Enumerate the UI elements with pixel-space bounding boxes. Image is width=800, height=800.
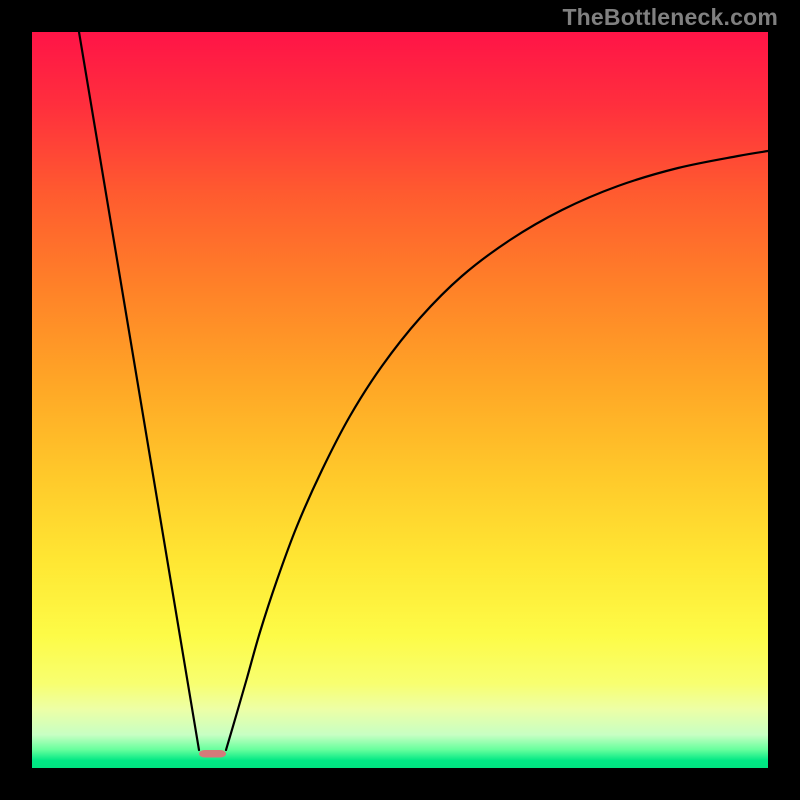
gradient-background bbox=[32, 32, 768, 768]
plot-area bbox=[32, 32, 768, 768]
chart-frame: TheBottleneck.com bbox=[0, 0, 800, 800]
watermark-text: TheBottleneck.com bbox=[562, 4, 778, 31]
chart-svg bbox=[32, 32, 768, 768]
bottleneck-marker bbox=[199, 750, 226, 758]
